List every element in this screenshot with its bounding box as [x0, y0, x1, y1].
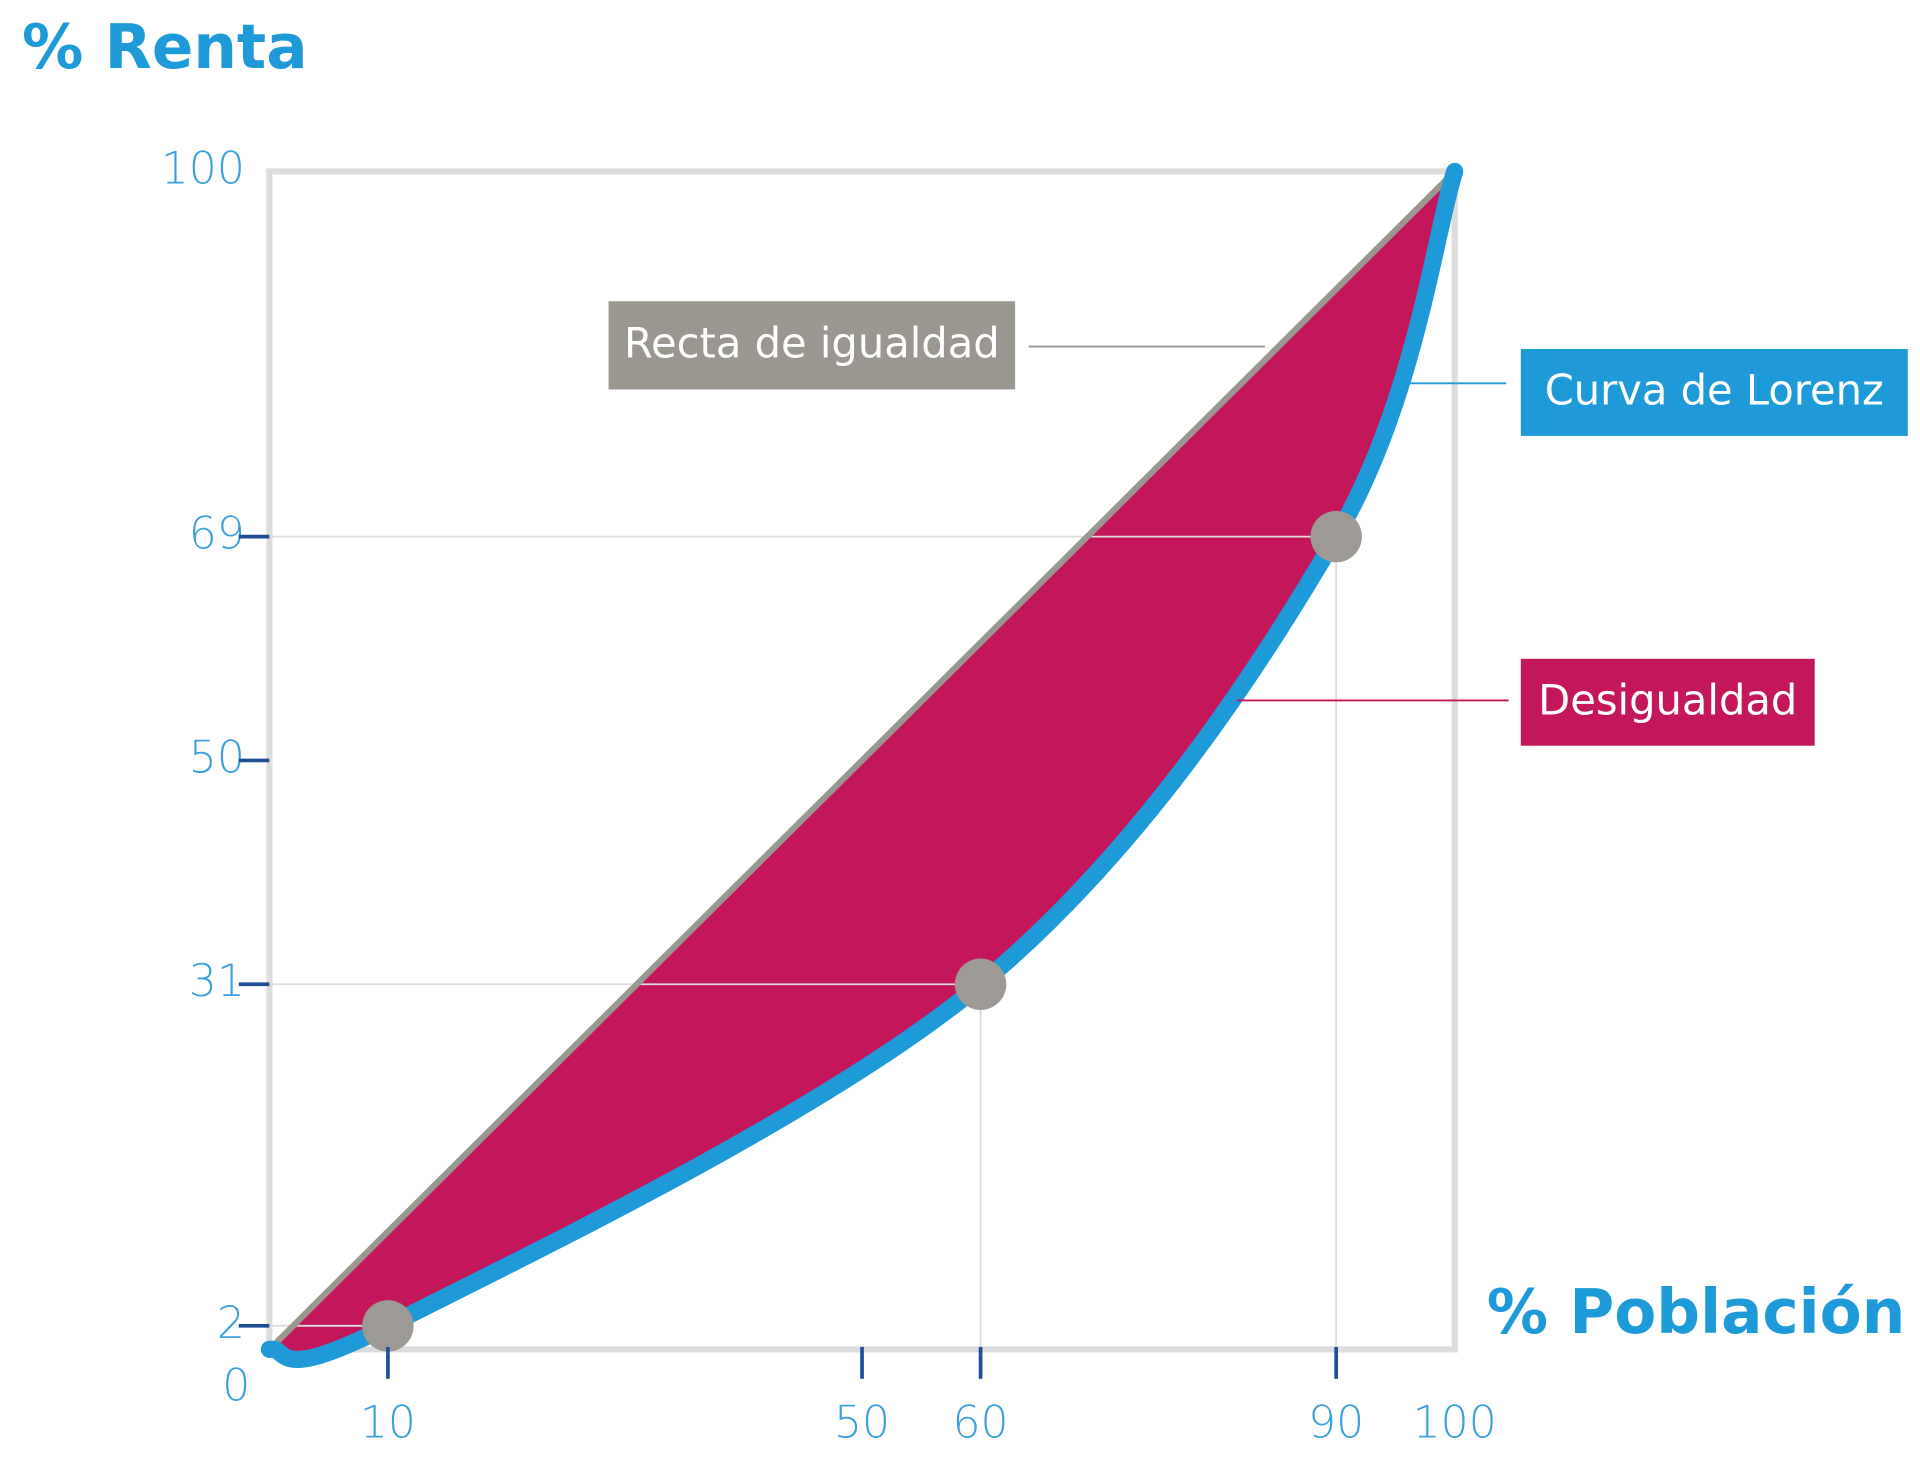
data-point [954, 958, 1007, 1010]
y-tick-label: 100 [161, 143, 245, 194]
x-axis-title: % Población [1487, 1277, 1906, 1348]
y-tick-label: 2 [217, 1298, 245, 1349]
lorenz-legend-label: Curva de Lorenz [1545, 366, 1884, 415]
x-tick-label: 100 [1413, 1397, 1497, 1448]
x-tick-label: 90 [1308, 1397, 1364, 1448]
equality-line [267, 169, 1457, 1352]
y-tick-label: 31 [189, 956, 245, 1007]
origin-label: 0 [222, 1361, 250, 1412]
equality-legend-box [608, 301, 1016, 390]
y-tick-label: 69 [189, 509, 245, 560]
y-axis-title: % Renta [22, 12, 307, 83]
area-legend-label: Desigualdad [1538, 675, 1797, 724]
area-legend-box [1520, 658, 1815, 746]
data-point [362, 1300, 414, 1352]
equality-legend-label: Recta de igualdad [624, 319, 1000, 368]
data-point [1310, 510, 1362, 563]
lorenz-legend-box [1520, 349, 1908, 436]
y-tick-label: 50 [189, 732, 245, 783]
x-tick-label: 50 [834, 1397, 890, 1448]
x-tick-label: 60 [953, 1397, 1009, 1448]
x-tick-label: 10 [360, 1397, 416, 1448]
